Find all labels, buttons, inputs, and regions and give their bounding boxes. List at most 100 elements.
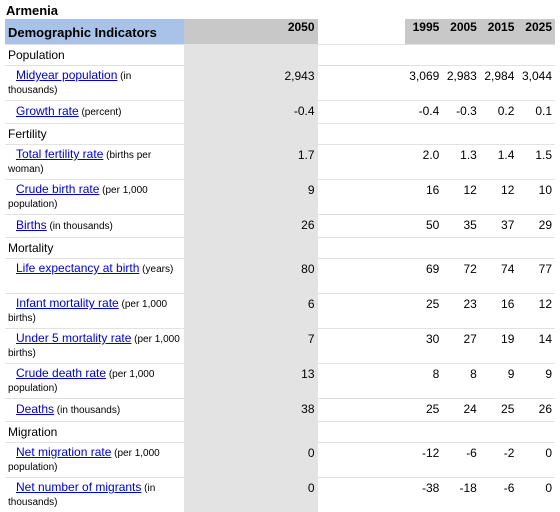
row-unit-note: (in thousands) [47, 221, 113, 232]
value-2025: 9 [517, 364, 555, 399]
gap-column-header [318, 19, 405, 45]
value-2005: 24 [442, 399, 480, 422]
category-label: Mortality [5, 238, 184, 259]
table-row-births: Births (in thousands) 26 50 35 37 29 [5, 215, 555, 238]
value-2025: 77 [517, 259, 555, 294]
value-2015: 74 [480, 259, 518, 294]
value-2015: -2 [480, 443, 518, 478]
value-2050: 38 [184, 399, 318, 422]
table-row-life-expectancy: Life expectancy at birth (years) 80 69 7… [5, 259, 555, 294]
table-row-crude-birth-rate: Crude birth rate (per 1,000 population) … [5, 180, 555, 215]
year-2025-header: 2025 [517, 19, 555, 45]
value-2005: 8 [442, 364, 480, 399]
value-2050: 0 [184, 478, 318, 512]
value-2025: 0 [517, 443, 555, 478]
category-row-fertility: Fertility [5, 124, 555, 145]
value-2015: -6 [480, 478, 518, 512]
category-label: Fertility [5, 124, 184, 145]
crude-birth-rate-link[interactable]: Crude birth rate [16, 182, 99, 196]
value-2025: 10 [517, 180, 555, 215]
value-2050: 7 [184, 329, 318, 364]
value-2050: 1.7 [184, 145, 318, 180]
life-expectancy-link[interactable]: Life expectancy at birth [16, 261, 139, 275]
value-1995: -38 [405, 478, 443, 512]
table-row-infant-mortality-rate: Infant mortality rate (per 1,000 births)… [5, 294, 555, 329]
indicator-column-header: Demographic Indicators [5, 19, 184, 45]
value-2025: 12 [517, 294, 555, 329]
value-1995: 69 [405, 259, 443, 294]
year-1995-header: 1995 [405, 19, 443, 45]
value-1995: -12 [405, 443, 443, 478]
value-2015: 37 [480, 215, 518, 238]
value-2015: 1.4 [480, 145, 518, 180]
infant-mortality-rate-link[interactable]: Infant mortality rate [16, 296, 119, 310]
value-2005: -6 [442, 443, 480, 478]
value-2050: 80 [184, 259, 318, 294]
row-unit-note: (years) [139, 264, 173, 275]
value-2005: -0.3 [442, 101, 480, 124]
year-2050-header: 2050 [184, 19, 318, 45]
midyear-population-link[interactable]: Midyear population [16, 68, 117, 82]
value-2015: 9 [480, 364, 518, 399]
row-unit-note: (in thousands) [54, 405, 120, 416]
crude-death-rate-link[interactable]: Crude death rate [16, 366, 106, 380]
value-2050: 0 [184, 443, 318, 478]
total-fertility-rate-link[interactable]: Total fertility rate [16, 147, 103, 161]
value-2050: 26 [184, 215, 318, 238]
value-2025: 26 [517, 399, 555, 422]
value-2005: 23 [442, 294, 480, 329]
year-2005-header: 2005 [442, 19, 480, 45]
demographic-indicators-table: Demographic Indicators 2050 1995 2005 20… [5, 19, 555, 512]
value-2025: 29 [517, 215, 555, 238]
table-row-deaths: Deaths (in thousands) 38 25 24 25 26 [5, 399, 555, 422]
value-2015: 2,984 [480, 66, 518, 101]
table-row-midyear-population: Midyear population (in thousands) 2,943 … [5, 66, 555, 101]
growth-rate-link[interactable]: Growth rate [16, 104, 79, 118]
value-1995: 30 [405, 329, 443, 364]
value-1995: 25 [405, 399, 443, 422]
value-1995: 2.0 [405, 145, 443, 180]
category-label: Population [5, 45, 184, 66]
value-1995: 25 [405, 294, 443, 329]
page-title: Armenia [6, 2, 58, 20]
category-row-migration: Migration [5, 422, 555, 443]
value-2050: 9 [184, 180, 318, 215]
value-1995: 8 [405, 364, 443, 399]
value-2050: 2,943 [184, 66, 318, 101]
table-row-net-migration-rate: Net migration rate (per 1,000 population… [5, 443, 555, 478]
value-2005: 1.3 [442, 145, 480, 180]
net-number-of-migrants-link[interactable]: Net number of migrants [16, 480, 141, 494]
table-row-growth-rate: Growth rate (percent) -0.4 -0.4 -0.3 0.2… [5, 101, 555, 124]
value-2005: 12 [442, 180, 480, 215]
value-2025: 1.5 [517, 145, 555, 180]
value-2005: -18 [442, 478, 480, 512]
header-row: Demographic Indicators 2050 1995 2005 20… [5, 19, 555, 45]
value-2015: 25 [480, 399, 518, 422]
value-2015: 0.2 [480, 101, 518, 124]
value-2025: 0.1 [517, 101, 555, 124]
value-2050: 6 [184, 294, 318, 329]
value-2025: 0 [517, 478, 555, 512]
value-1995: -0.4 [405, 101, 443, 124]
value-2005: 2,983 [442, 66, 480, 101]
value-2015: 12 [480, 180, 518, 215]
row-unit-note: (percent) [79, 107, 122, 118]
table-row-total-fertility-rate: Total fertility rate (births per woman) … [5, 145, 555, 180]
value-1995: 16 [405, 180, 443, 215]
under5-mortality-rate-link[interactable]: Under 5 mortality rate [16, 331, 131, 345]
value-2015: 16 [480, 294, 518, 329]
value-1995: 50 [405, 215, 443, 238]
category-label: Migration [5, 422, 184, 443]
value-2005: 35 [442, 215, 480, 238]
net-migration-rate-link[interactable]: Net migration rate [16, 445, 111, 459]
table-row-under5-mortality-rate: Under 5 mortality rate (per 1,000 births… [5, 329, 555, 364]
table-row-net-number-of-migrants: Net number of migrants (in thousands) 0 … [5, 478, 555, 512]
deaths-link[interactable]: Deaths [16, 402, 54, 416]
value-2025: 14 [517, 329, 555, 364]
value-2005: 72 [442, 259, 480, 294]
category-row-mortality: Mortality [5, 238, 555, 259]
value-2005: 27 [442, 329, 480, 364]
table-row-crude-death-rate: Crude death rate (per 1,000 population) … [5, 364, 555, 399]
births-link[interactable]: Births [16, 218, 47, 232]
value-2015: 19 [480, 329, 518, 364]
